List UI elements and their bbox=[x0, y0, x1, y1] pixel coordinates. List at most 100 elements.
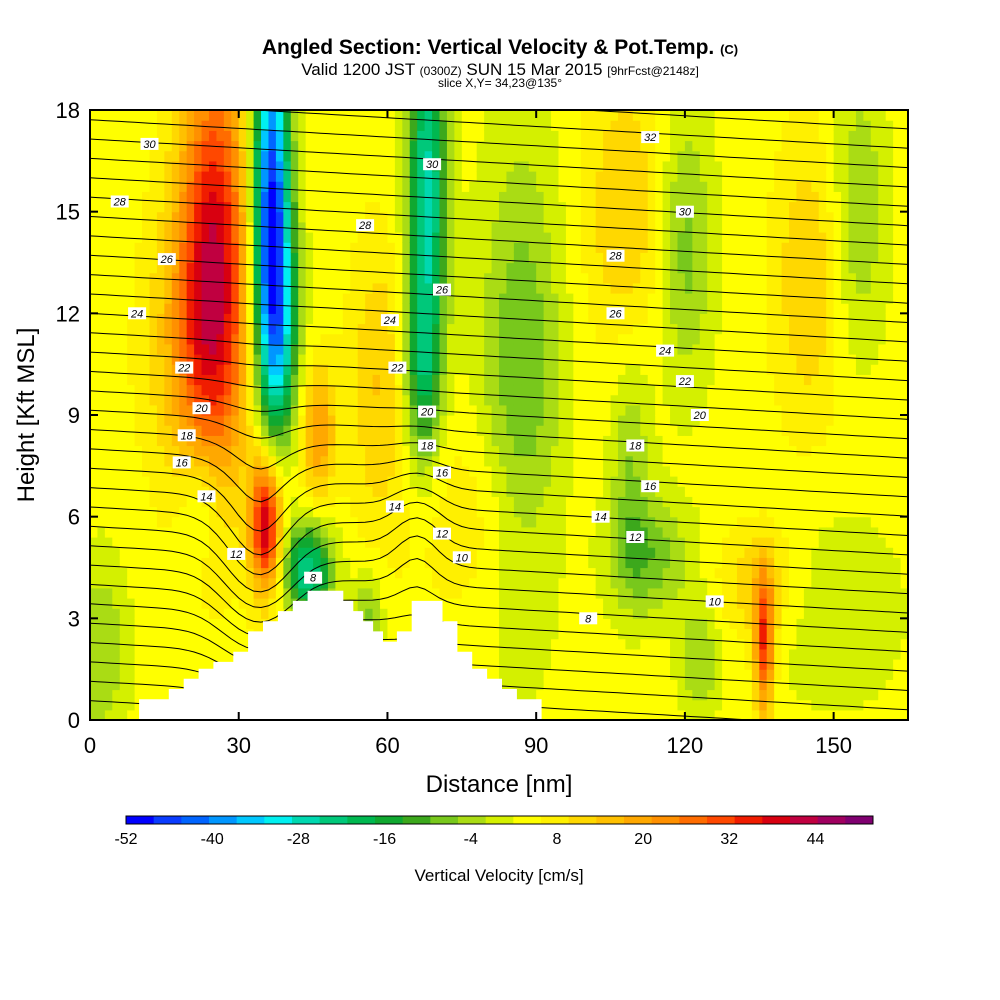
velocity-cell bbox=[461, 506, 470, 518]
velocity-cell bbox=[208, 303, 218, 314]
velocity-cell bbox=[327, 343, 336, 355]
velocity-cell bbox=[670, 415, 679, 426]
velocity-cell bbox=[662, 445, 671, 457]
velocity-cell bbox=[305, 110, 314, 121]
velocity-cell bbox=[409, 496, 418, 508]
velocity-cell bbox=[134, 364, 143, 375]
velocity-cell bbox=[528, 374, 537, 386]
chart-subtitle: Valid 1200 JST (0300Z) SUN 15 Mar 2015 [… bbox=[0, 60, 1000, 80]
velocity-cell bbox=[313, 211, 322, 223]
velocity-cell bbox=[565, 435, 574, 447]
velocity-cell bbox=[164, 211, 173, 223]
velocity-cell bbox=[119, 486, 128, 497]
velocity-cell bbox=[670, 181, 679, 192]
velocity-cell bbox=[179, 404, 188, 416]
velocity-cell bbox=[402, 201, 411, 213]
velocity-cell bbox=[194, 557, 203, 569]
velocity-cell bbox=[551, 150, 560, 162]
velocity-cell bbox=[551, 516, 560, 528]
velocity-cell bbox=[208, 181, 218, 192]
velocity-cell bbox=[372, 374, 381, 386]
velocity-cell bbox=[127, 608, 136, 619]
velocity-cell bbox=[484, 516, 493, 528]
velocity-cell bbox=[365, 313, 374, 325]
velocity-cell bbox=[632, 486, 641, 497]
velocity-cell bbox=[327, 435, 336, 447]
velocity-cell bbox=[134, 577, 143, 589]
velocity-cell bbox=[662, 638, 671, 650]
velocity-cell bbox=[558, 648, 567, 660]
velocity-cell bbox=[461, 282, 470, 294]
velocity-cell bbox=[521, 110, 530, 121]
velocity-cell bbox=[223, 557, 232, 569]
velocity-cell bbox=[506, 211, 515, 223]
velocity-cell bbox=[253, 323, 262, 335]
velocity-cell bbox=[223, 618, 232, 630]
velocity-cell bbox=[595, 120, 604, 131]
velocity-cell bbox=[372, 354, 381, 365]
velocity-cell bbox=[565, 232, 574, 243]
velocity-cell bbox=[327, 221, 336, 233]
velocity-cell bbox=[327, 160, 336, 172]
velocity-cell bbox=[625, 384, 634, 396]
velocity-cell bbox=[261, 201, 270, 213]
velocity-cell bbox=[543, 526, 552, 538]
velocity-cell bbox=[692, 374, 701, 386]
velocity-cell bbox=[275, 201, 284, 213]
velocity-cell bbox=[283, 496, 292, 508]
velocity-cell bbox=[134, 120, 143, 131]
velocity-cell bbox=[357, 171, 366, 182]
velocity-cell bbox=[186, 669, 195, 680]
velocity-cell bbox=[543, 171, 552, 182]
velocity-cell bbox=[699, 598, 708, 609]
velocity-cell bbox=[112, 669, 121, 680]
velocity-cell bbox=[655, 262, 664, 274]
velocity-cell bbox=[238, 191, 247, 203]
velocity-cell bbox=[513, 384, 522, 396]
velocity-cell bbox=[536, 343, 545, 355]
velocity-cell bbox=[149, 669, 158, 680]
velocity-cell bbox=[365, 384, 374, 396]
velocity-cell bbox=[603, 476, 612, 487]
velocity-cell bbox=[231, 526, 240, 538]
velocity-cell bbox=[156, 211, 165, 223]
velocity-cell bbox=[476, 262, 485, 274]
velocity-cell bbox=[536, 394, 545, 406]
velocity-cell bbox=[372, 537, 381, 548]
velocity-cell bbox=[699, 272, 708, 284]
velocity-cell bbox=[595, 211, 604, 223]
velocity-cell bbox=[119, 221, 128, 233]
velocity-cell bbox=[372, 191, 381, 203]
velocity-cell bbox=[275, 506, 284, 518]
velocity-cell bbox=[439, 394, 448, 406]
velocity-cell bbox=[179, 516, 188, 528]
velocity-cell bbox=[327, 547, 336, 558]
velocity-cell bbox=[573, 252, 582, 264]
velocity-cell bbox=[149, 608, 158, 619]
velocity-cell bbox=[603, 394, 612, 406]
velocity-cell bbox=[684, 282, 693, 294]
velocity-cell bbox=[201, 323, 210, 335]
velocity-cell bbox=[521, 394, 530, 406]
velocity-cell bbox=[216, 547, 225, 558]
velocity-cell bbox=[112, 323, 121, 335]
velocity-cell bbox=[208, 343, 218, 355]
velocity-cell bbox=[595, 547, 604, 558]
velocity-cell bbox=[476, 435, 485, 447]
velocity-cell bbox=[484, 506, 493, 518]
velocity-cell bbox=[208, 526, 218, 538]
velocity-cell bbox=[506, 232, 515, 243]
velocity-cell bbox=[335, 415, 344, 426]
velocity-cell bbox=[699, 160, 708, 172]
velocity-cell bbox=[699, 374, 708, 386]
velocity-cell bbox=[454, 425, 463, 436]
velocity-cell bbox=[558, 699, 567, 711]
velocity-cell bbox=[521, 384, 530, 396]
velocity-cell bbox=[610, 221, 619, 233]
velocity-cell bbox=[97, 526, 106, 538]
velocity-cell bbox=[588, 476, 597, 487]
velocity-cell bbox=[90, 547, 99, 558]
velocity-cell bbox=[528, 465, 537, 477]
velocity-cell bbox=[461, 374, 470, 386]
velocity-cell bbox=[692, 242, 701, 253]
